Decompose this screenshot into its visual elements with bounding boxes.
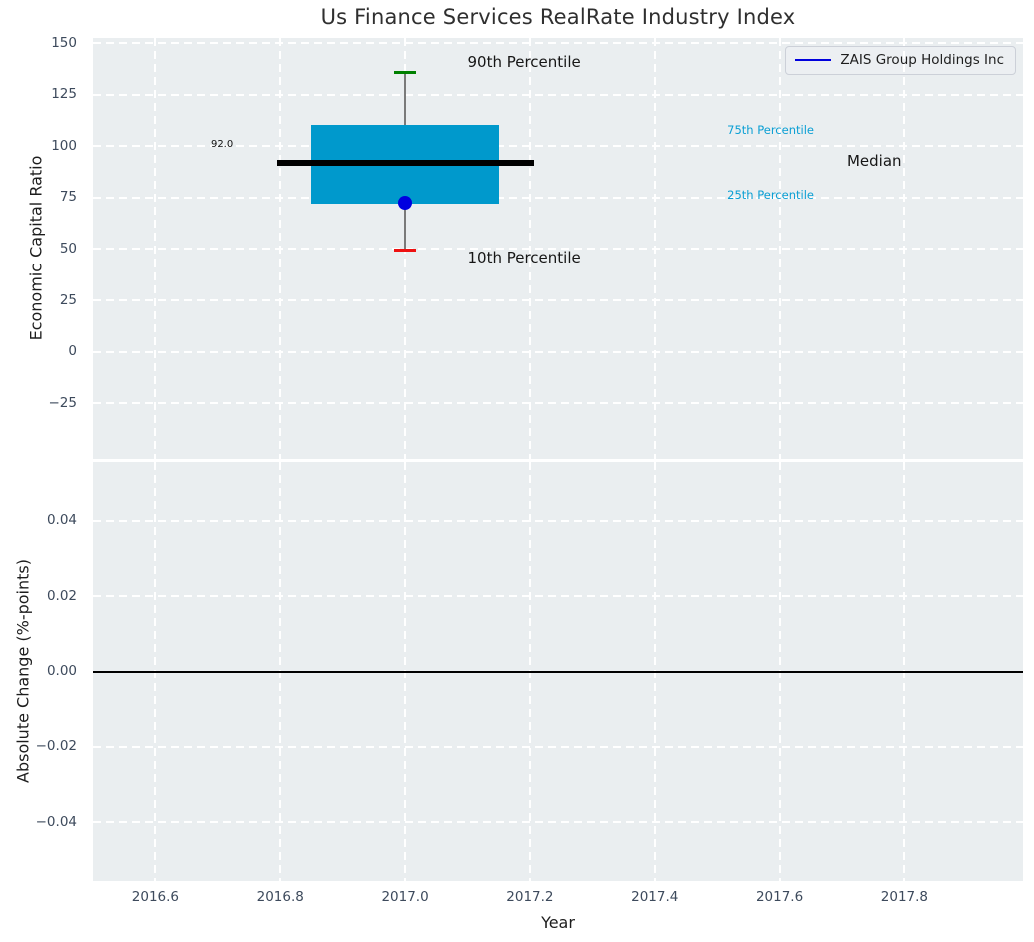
cap-90th-percentile — [394, 71, 416, 75]
bottom-subplot-absolute-change: 0.04 0.02 0.00 −0.02 −0.04 — [36, 462, 1023, 881]
annotation-90th-percentile: 90th Percentile — [467, 53, 581, 72]
x-tick-label: 2017.6 — [755, 889, 804, 905]
y-tick-label: −0.04 — [35, 813, 77, 830]
legend-label: ZAIS Group Holdings Inc — [840, 52, 1004, 68]
median-line — [276, 159, 534, 167]
gridline-horizontal — [93, 299, 1023, 302]
x-tick-label: 2017.8 — [880, 889, 929, 905]
annotation-10th-percentile: 10th Percentile — [467, 248, 581, 267]
y-tick-label: 0 — [68, 343, 77, 360]
y-tick-label: 25 — [59, 291, 77, 308]
legend: ZAIS Group Holdings Inc — [785, 46, 1016, 75]
y-tick-label: −0.02 — [35, 738, 77, 755]
annotation-75th-percentile: 75th Percentile — [727, 122, 814, 137]
gridline-horizontal — [93, 145, 1023, 148]
gridline-horizontal — [93, 595, 1023, 597]
annotation-median: Median — [846, 152, 902, 171]
x-tick-label: 2017.2 — [506, 889, 554, 905]
gridline-horizontal — [93, 350, 1023, 353]
top-subplot-economic-capital-ratio: ZAIS Group Holdings Inc 150 125 100 75 50 25 0… — [49, 36, 1023, 459]
legend-line-swatch — [795, 59, 832, 62]
x-tick-label: 2017.4 — [631, 889, 679, 905]
gridline-horizontal — [93, 248, 1023, 250]
gridline-horizontal — [93, 42, 1023, 45]
gridline-horizontal — [93, 402, 1023, 405]
y-tick-label: 0.04 — [46, 512, 77, 528]
x-tick-label: 2016.6 — [131, 889, 180, 905]
company-marker-dot — [398, 195, 413, 210]
y-tick-label: 150 — [51, 34, 77, 51]
annotation-25th-percentile: 25th Percentile — [727, 187, 814, 202]
cap-10th-percentile — [394, 248, 416, 253]
gridline-horizontal — [93, 93, 1023, 96]
y-tick-label: 0.02 — [46, 587, 77, 604]
y-tick-label: 100 — [51, 137, 77, 154]
annotation-92-0: 92.0 — [210, 139, 234, 151]
gridline-horizontal — [93, 821, 1023, 824]
gridline-horizontal — [93, 745, 1023, 748]
gridline-horizontal — [93, 196, 1023, 199]
x-tick-label: 2016.8 — [256, 889, 304, 905]
gridline-horizontal — [93, 519, 1023, 522]
y-axis-label-top: Economic Capital Ratio — [26, 155, 46, 341]
x-axis-label: Year — [541, 913, 575, 932]
y-tick-label: 50 — [59, 240, 77, 257]
y-axis-label-bottom: Absolute Change (%-points) — [13, 559, 33, 783]
y-tick-label: −25 — [48, 394, 78, 411]
y-tick-label: 125 — [51, 86, 77, 103]
x-tick-label: 2017.0 — [381, 889, 429, 905]
y-tick-label: 75 — [59, 189, 77, 206]
y-tick-label: 0.00 — [46, 663, 77, 679]
chart-title: Us Finance Services RealRate Industry In… — [320, 5, 796, 29]
zero-reference-line — [93, 670, 1023, 673]
